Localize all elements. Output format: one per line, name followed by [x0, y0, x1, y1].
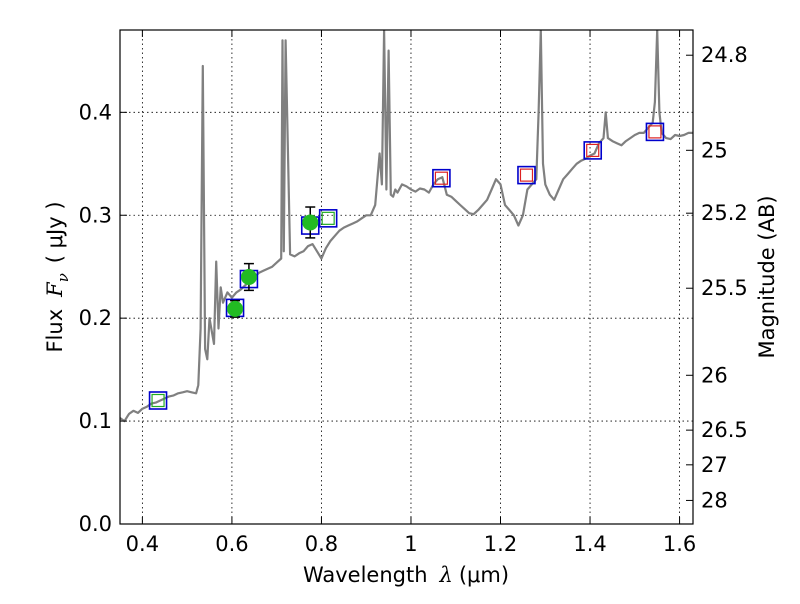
y-axis-label-text: Flux	[43, 309, 67, 353]
x-tick-label: 0.4	[126, 532, 159, 556]
observed-flux-point	[302, 214, 319, 231]
model-photometry-square	[432, 168, 451, 188]
model-photometry-square	[318, 209, 338, 228]
inner-square-marker	[434, 171, 449, 185]
x-tick-label: 0.6	[215, 532, 248, 556]
right-tick-label: 25.5	[701, 276, 748, 300]
y-axis-label: Flux Fν ( μJy )	[43, 201, 72, 352]
right-tick-label: 24.8	[701, 43, 748, 67]
right-axis-label: Magnitude (AB)	[755, 195, 779, 358]
data-series	[120, 30, 693, 423]
x-tick-label: 1.4	[573, 532, 606, 556]
inner-square-marker	[648, 125, 662, 139]
x-axis-label-text: Wavelength	[303, 563, 428, 587]
right-tick-label: 25	[701, 138, 728, 162]
right-tick-label: 27	[701, 453, 728, 477]
observed-flux-point	[240, 269, 257, 285]
x-axis-label: Wavelength λ (μm)	[303, 563, 509, 587]
right-tick-label: 26	[701, 363, 728, 387]
x-tick-label: 0.8	[305, 532, 338, 556]
inner-square-marker	[321, 211, 335, 225]
model-photometry-square	[645, 122, 665, 142]
right-tick-label: 25.2	[701, 201, 748, 225]
spectrum-line	[120, 30, 693, 423]
y-tick-label: 0.1	[79, 409, 112, 433]
inner-square-marker	[586, 143, 600, 158]
plot-frame	[119, 29, 694, 525]
x-tick-label: 1.2	[484, 532, 517, 556]
model-photometry-square	[583, 141, 603, 160]
right-tick-label: 26.5	[701, 418, 748, 442]
grid-lines	[120, 30, 693, 525]
inner-square-marker	[151, 393, 165, 408]
y-tick-label: 0.3	[79, 203, 112, 227]
x-tick-label: 1.6	[663, 532, 696, 556]
y-tick-label: 0.0	[79, 512, 112, 536]
right-tick-label: 28	[701, 488, 728, 512]
y-tick-label: 0.4	[79, 100, 112, 124]
model-photometry-square	[517, 165, 536, 185]
y-axis-label-subscript: ν	[54, 273, 72, 282]
x-axis-label-unit: (μm)	[459, 563, 509, 587]
inner-square-marker	[519, 168, 534, 182]
x-axis-label-symbol: λ	[439, 563, 453, 587]
axis-ticks: 0.4 0.6 0.8 1 1.2 1.4 1.6 0.0 0.1 0.2 0.3 0.4 24.8 25…	[79, 30, 748, 556]
y-tick-label: 0.2	[79, 306, 112, 330]
x-tick-label: 1	[404, 532, 417, 556]
model-photometry-square	[148, 391, 168, 410]
observed-flux-point	[227, 300, 244, 317]
y-axis-label-symbol: F	[43, 281, 67, 298]
y-axis-label-unit: ( μJy )	[43, 201, 67, 263]
